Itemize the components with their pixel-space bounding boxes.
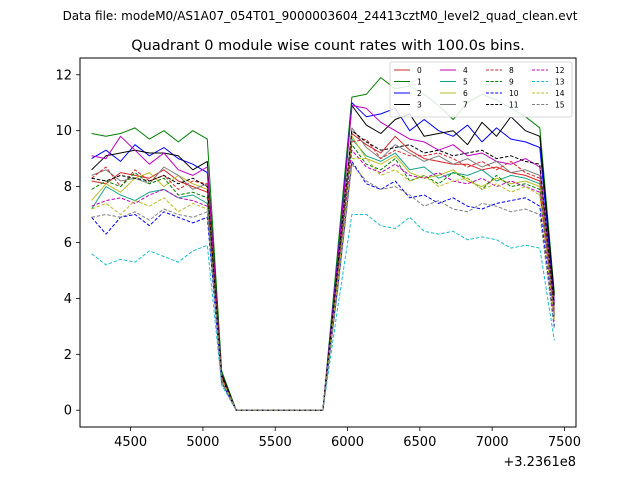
series-line-15 [91,163,555,411]
series-line-12 [91,149,555,411]
series-line-10 [91,160,555,411]
y-tick-label: 12 [55,68,72,83]
y-tick-label: 8 [64,180,72,195]
series-line-14 [91,158,555,411]
series-line-2 [91,102,555,411]
legend-label-9: 9 [509,77,514,86]
series-line-3 [91,105,555,411]
legend-label-7: 7 [463,100,468,109]
series-line-6 [91,135,555,411]
series-line-1 [91,77,555,411]
legend-label-11: 11 [509,100,519,109]
chart-suptitle: Data file: modeM0/AS1A07_054T01_90000036… [63,9,578,23]
x-axis: 4500 5000 5500 6000 6500 7000 7500 [114,427,581,450]
series-line-4 [91,105,555,411]
x-tick-label: 6500 [403,435,436,450]
y-tick-label: 10 [55,124,72,139]
legend-label-3: 3 [417,100,422,109]
legend-label-1: 1 [417,77,422,86]
y-tick-label: 4 [64,292,72,307]
legend-label-10: 10 [509,89,519,98]
legend-label-15: 15 [555,100,565,109]
series-line-7 [91,127,555,411]
y-tick-label: 0 [64,404,72,419]
x-tick-label: 4500 [114,435,147,450]
legend-label-14: 14 [555,89,565,98]
plot-area [91,77,555,411]
y-axis: 0 2 4 6 8 10 12 [55,68,80,419]
legend-box [389,61,573,118]
legend-label-4: 4 [463,66,468,75]
y-tick-label: 2 [64,348,72,363]
legend-label-6: 6 [463,89,468,98]
legend-label-13: 13 [555,77,565,86]
x-offset-label: +3.2361e8 [503,455,576,470]
series-line-0 [91,133,555,411]
series-line-13 [91,214,555,411]
x-tick-label: 7000 [476,435,509,450]
chart-title: Quadrant 0 module wise count rates with … [131,38,525,54]
legend-label-0: 0 [417,66,422,75]
legend-label-5: 5 [463,77,468,86]
legend-label-2: 2 [417,89,422,98]
legend-label-8: 8 [509,66,514,75]
x-tick-label: 7500 [548,435,581,450]
legend-label-12: 12 [555,66,565,75]
x-tick-label: 6000 [331,435,364,450]
x-tick-label: 5500 [259,435,292,450]
x-tick-label: 5000 [186,435,219,450]
y-tick-label: 6 [64,236,72,251]
